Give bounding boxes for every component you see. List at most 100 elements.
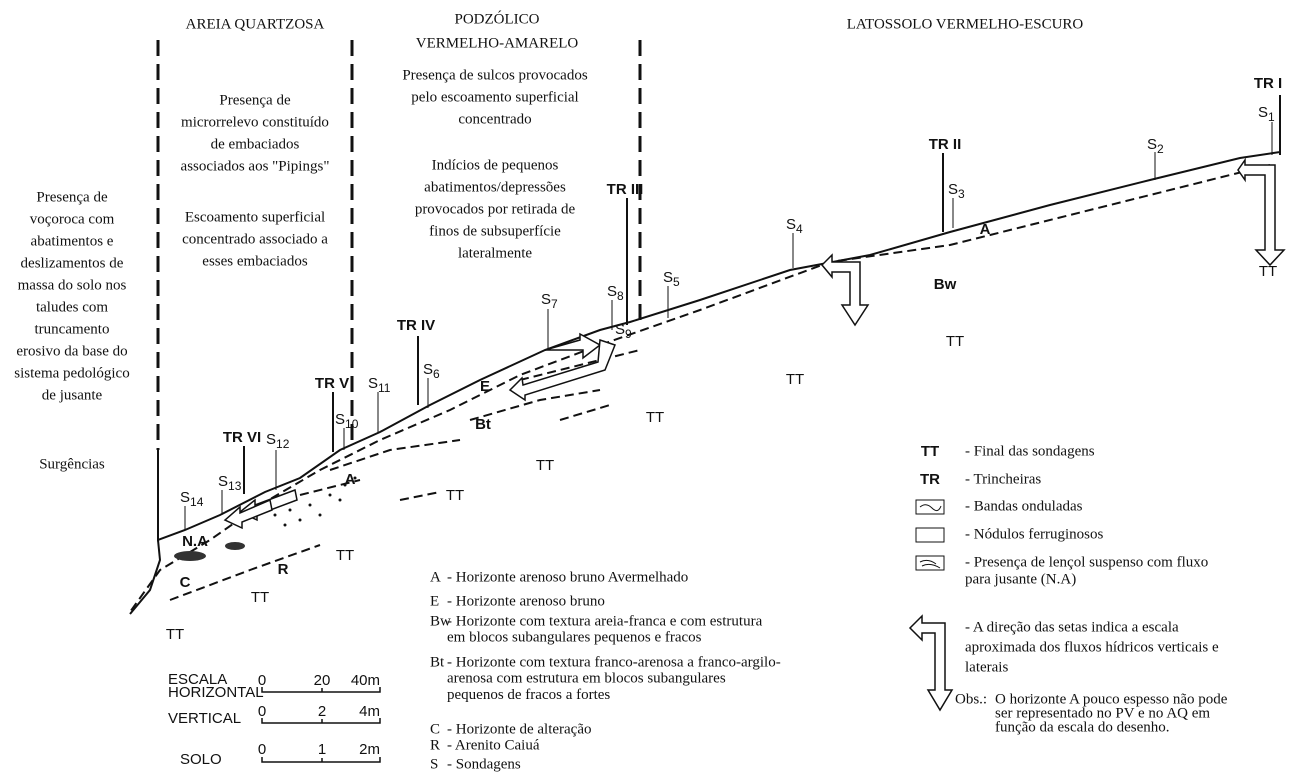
note: Surgências xyxy=(39,456,105,472)
sounding-label: S10 xyxy=(335,411,359,431)
sounding-letter: S xyxy=(541,291,551,308)
obs-label: Obs.: xyxy=(955,691,987,707)
legend-symbol: TT xyxy=(921,443,939,460)
end-mark: TT xyxy=(166,626,184,643)
horizon-label: Bt xyxy=(475,416,491,433)
sounding-index: 5 xyxy=(673,275,680,289)
note: massa do solo nos xyxy=(18,277,127,293)
legend-text: em blocos subangulares pequenos e fracos xyxy=(447,630,702,646)
legend-text: - A direção das setas indica a escala xyxy=(965,619,1179,635)
end-mark: TT xyxy=(786,371,804,388)
sounding-letter: S xyxy=(423,361,433,378)
sounding-label: S14 xyxy=(180,489,204,509)
legend-text: arenosa com estrutura em blocos subangul… xyxy=(447,671,726,687)
note: esses embaciados xyxy=(202,253,308,269)
horizon-label: Bw xyxy=(934,276,957,293)
note: truncamento xyxy=(35,321,110,337)
note: Presença de xyxy=(219,92,291,108)
note: finos de subsuperfície xyxy=(429,223,561,239)
horizon-label: A xyxy=(345,471,356,488)
sounding-index: 9 xyxy=(625,327,632,341)
perched-water xyxy=(174,551,206,561)
legend-text: - Horizonte arenoso bruno Avermelhado xyxy=(447,569,688,585)
sounding-index: 13 xyxy=(228,479,242,493)
note: provocados por retirada de xyxy=(415,201,576,217)
zone-title: AREIA QUARTZOSA xyxy=(186,16,325,32)
legend-text: para jusante (N.A) xyxy=(965,571,1076,587)
zone-title: LATOSSOLO VERMELHO-ESCURO xyxy=(847,16,1084,32)
note: erosivo da base do xyxy=(16,343,127,359)
legend-symbol: TR xyxy=(920,471,940,488)
sounding-letter: S xyxy=(948,181,958,198)
obs-text: função da escala do desenho. xyxy=(995,719,1170,735)
legend-text: - Horizonte com textura areia-franca e c… xyxy=(447,613,763,629)
sounding-label: S3 xyxy=(948,181,965,201)
legend-code: C xyxy=(430,721,440,737)
note: associados aos "Pipings" xyxy=(181,158,330,174)
sounding-index: 11 xyxy=(378,381,391,395)
flow-arrows xyxy=(225,160,1284,528)
note: Escoamento superficial xyxy=(185,209,325,225)
legend-text: laterais xyxy=(965,659,1008,675)
scale-label: SOLO xyxy=(180,751,222,768)
sounding-index: 3 xyxy=(958,187,965,201)
end-mark: TT xyxy=(1259,263,1277,280)
legend-code: R xyxy=(430,737,440,753)
trench-label: TR VI xyxy=(223,429,261,446)
legend-text: - Horizonte com textura franco-arenosa a… xyxy=(447,654,781,670)
sounding-index: 12 xyxy=(276,437,290,451)
end-mark: TT xyxy=(336,547,354,564)
note: concentrado xyxy=(458,111,531,127)
note: abatimentos e xyxy=(31,233,114,249)
sounding-index: 6 xyxy=(433,367,440,381)
legend-text: pequenos de fracos a fortes xyxy=(447,687,610,703)
scale-tick-label: 0 xyxy=(258,703,266,720)
legend-text: - Bandas onduladas xyxy=(965,498,1083,514)
sounding-letter: S xyxy=(335,411,345,428)
sounding-letter: S xyxy=(180,489,190,506)
legend-text: - Sondagens xyxy=(447,756,521,772)
sounding-letter: S xyxy=(1258,104,1268,121)
sounding-letter: S xyxy=(1147,136,1157,153)
scale-tick-label: 2m xyxy=(359,741,380,758)
end-mark: TT xyxy=(251,589,269,606)
sounding-index: 2 xyxy=(1157,142,1164,156)
note: Presença de sulcos provocados xyxy=(402,67,588,83)
diagram: AREIA QUARTZOSAPODZÓLICOVERMELHO-AMARELO… xyxy=(0,0,1294,772)
note: de embaciados xyxy=(211,136,300,152)
horizon-label: A xyxy=(980,221,991,238)
note: de jusante xyxy=(42,387,103,403)
sounding-letter: S xyxy=(615,321,625,338)
sounding-label: S2 xyxy=(1147,136,1164,156)
scale-tick-label: 40m xyxy=(351,672,380,689)
sounding-label: S6 xyxy=(423,361,440,381)
scale-tick-label: 20 xyxy=(314,672,331,689)
note: concentrado associado a xyxy=(182,231,328,247)
sounding-label: S4 xyxy=(786,216,803,236)
note: Indícios de pequenos xyxy=(432,157,559,173)
sounding-label: S8 xyxy=(607,283,624,303)
sounding-index: 8 xyxy=(617,289,624,303)
zone-title: PODZÓLICO xyxy=(455,10,540,27)
legend-code: Bt xyxy=(430,654,445,670)
horizon-label: N.A xyxy=(182,533,208,550)
legend-text: - Final das sondagens xyxy=(965,443,1095,459)
note: sistema pedológico xyxy=(14,365,129,381)
legend-code: S xyxy=(430,756,438,772)
note: pelo escoamento superficial xyxy=(411,89,578,105)
note: lateralmente xyxy=(458,245,532,261)
sounding-index: 14 xyxy=(190,495,204,509)
note: abatimentos/depressões xyxy=(424,179,566,195)
sounding-label: S12 xyxy=(266,431,290,451)
note: deslizamentos de xyxy=(21,255,124,271)
legend-text: - Horizonte de alteração xyxy=(447,721,592,737)
scale-tick-label: 4m xyxy=(359,703,380,720)
trench-label: TR I xyxy=(1254,75,1282,92)
sounding-letter: S xyxy=(368,375,378,392)
note: taludes com xyxy=(36,299,108,315)
sounding-letter: S xyxy=(266,431,276,448)
horizon-label: C xyxy=(180,574,191,591)
end-mark: TT xyxy=(536,457,554,474)
scale-tick-label: 1 xyxy=(318,741,326,758)
trench-label: TR II xyxy=(929,136,962,153)
